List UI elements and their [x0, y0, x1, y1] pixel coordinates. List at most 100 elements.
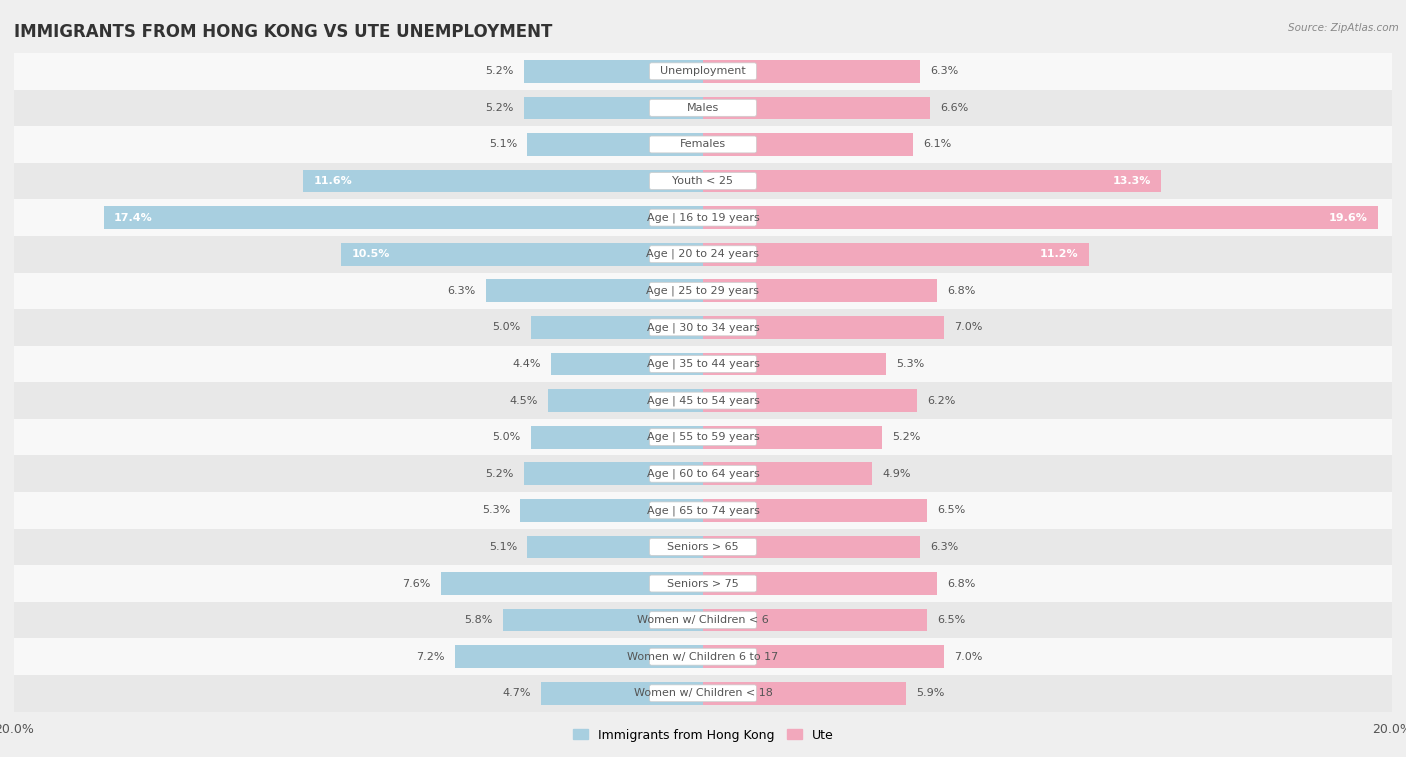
FancyBboxPatch shape [650, 685, 756, 702]
Bar [703, 316, 945, 338]
Bar [14, 492, 1392, 528]
Text: 6.8%: 6.8% [948, 286, 976, 296]
Text: Age | 35 to 44 years: Age | 35 to 44 years [647, 359, 759, 369]
Text: 5.0%: 5.0% [492, 322, 520, 332]
Text: Youth < 25: Youth < 25 [672, 176, 734, 186]
Text: Women w/ Children < 6: Women w/ Children < 6 [637, 615, 769, 625]
Text: Females: Females [681, 139, 725, 149]
Text: 5.0%: 5.0% [492, 432, 520, 442]
Bar [541, 682, 703, 705]
Bar [703, 97, 931, 119]
Text: 6.2%: 6.2% [927, 396, 955, 406]
Text: Age | 65 to 74 years: Age | 65 to 74 years [647, 505, 759, 516]
Text: Women w/ Children 6 to 17: Women w/ Children 6 to 17 [627, 652, 779, 662]
Text: 4.5%: 4.5% [509, 396, 537, 406]
Text: Seniors > 75: Seniors > 75 [666, 578, 740, 588]
Bar [703, 60, 920, 83]
FancyBboxPatch shape [650, 319, 756, 336]
FancyBboxPatch shape [650, 356, 756, 372]
Bar [524, 97, 703, 119]
Text: Age | 60 to 64 years: Age | 60 to 64 years [647, 469, 759, 479]
FancyBboxPatch shape [650, 428, 756, 446]
Bar [14, 273, 1392, 309]
Bar [14, 163, 1392, 199]
Text: 7.2%: 7.2% [416, 652, 444, 662]
Bar [703, 389, 917, 412]
Bar [441, 572, 703, 595]
FancyBboxPatch shape [650, 392, 756, 409]
Bar [703, 682, 907, 705]
Bar [14, 528, 1392, 565]
FancyBboxPatch shape [650, 63, 756, 79]
Text: 5.3%: 5.3% [482, 506, 510, 516]
Text: 6.6%: 6.6% [941, 103, 969, 113]
Text: 7.0%: 7.0% [955, 652, 983, 662]
Text: 5.2%: 5.2% [485, 469, 513, 478]
Bar [14, 456, 1392, 492]
Text: 4.4%: 4.4% [513, 359, 541, 369]
FancyBboxPatch shape [650, 282, 756, 299]
FancyBboxPatch shape [650, 538, 756, 556]
Bar [14, 565, 1392, 602]
Bar [14, 89, 1392, 126]
Bar [703, 426, 882, 448]
Bar [524, 60, 703, 83]
Text: 7.6%: 7.6% [402, 578, 430, 588]
Bar [14, 382, 1392, 419]
Text: 5.1%: 5.1% [489, 139, 517, 149]
FancyBboxPatch shape [650, 209, 756, 226]
Text: 19.6%: 19.6% [1329, 213, 1368, 223]
Text: Age | 16 to 19 years: Age | 16 to 19 years [647, 213, 759, 223]
Bar [524, 463, 703, 485]
Text: 17.4%: 17.4% [114, 213, 153, 223]
Bar [104, 207, 703, 229]
Text: 5.9%: 5.9% [917, 688, 945, 698]
Bar [14, 675, 1392, 712]
Bar [14, 346, 1392, 382]
Text: Seniors > 65: Seniors > 65 [668, 542, 738, 552]
FancyBboxPatch shape [650, 612, 756, 628]
Text: Age | 20 to 24 years: Age | 20 to 24 years [647, 249, 759, 260]
Bar [703, 572, 938, 595]
Text: 5.8%: 5.8% [464, 615, 494, 625]
Text: Age | 55 to 59 years: Age | 55 to 59 years [647, 432, 759, 442]
Text: 4.9%: 4.9% [882, 469, 911, 478]
Text: 5.3%: 5.3% [896, 359, 924, 369]
Text: 10.5%: 10.5% [352, 249, 389, 259]
Bar [14, 309, 1392, 346]
Bar [486, 279, 703, 302]
Bar [531, 316, 703, 338]
Legend: Immigrants from Hong Kong, Ute: Immigrants from Hong Kong, Ute [572, 728, 834, 742]
Text: 11.6%: 11.6% [314, 176, 353, 186]
Bar [14, 419, 1392, 456]
Text: 4.7%: 4.7% [502, 688, 531, 698]
Text: 6.5%: 6.5% [938, 506, 966, 516]
FancyBboxPatch shape [650, 99, 756, 117]
Bar [703, 207, 1378, 229]
Text: 6.3%: 6.3% [447, 286, 475, 296]
Bar [304, 170, 703, 192]
Text: Age | 30 to 34 years: Age | 30 to 34 years [647, 322, 759, 332]
Text: 7.0%: 7.0% [955, 322, 983, 332]
Bar [703, 499, 927, 522]
Bar [703, 353, 886, 375]
FancyBboxPatch shape [650, 648, 756, 665]
Text: Males: Males [688, 103, 718, 113]
Bar [14, 199, 1392, 236]
Bar [527, 536, 703, 558]
Bar [703, 170, 1161, 192]
Text: 5.2%: 5.2% [893, 432, 921, 442]
Bar [703, 536, 920, 558]
Bar [14, 53, 1392, 89]
Text: Unemployment: Unemployment [661, 67, 745, 76]
Text: 6.3%: 6.3% [931, 67, 959, 76]
Text: 6.3%: 6.3% [931, 542, 959, 552]
FancyBboxPatch shape [650, 502, 756, 519]
Text: 6.5%: 6.5% [938, 615, 966, 625]
Bar [456, 646, 703, 668]
Bar [527, 133, 703, 156]
Bar [703, 463, 872, 485]
FancyBboxPatch shape [650, 575, 756, 592]
Bar [703, 609, 927, 631]
Bar [14, 602, 1392, 638]
